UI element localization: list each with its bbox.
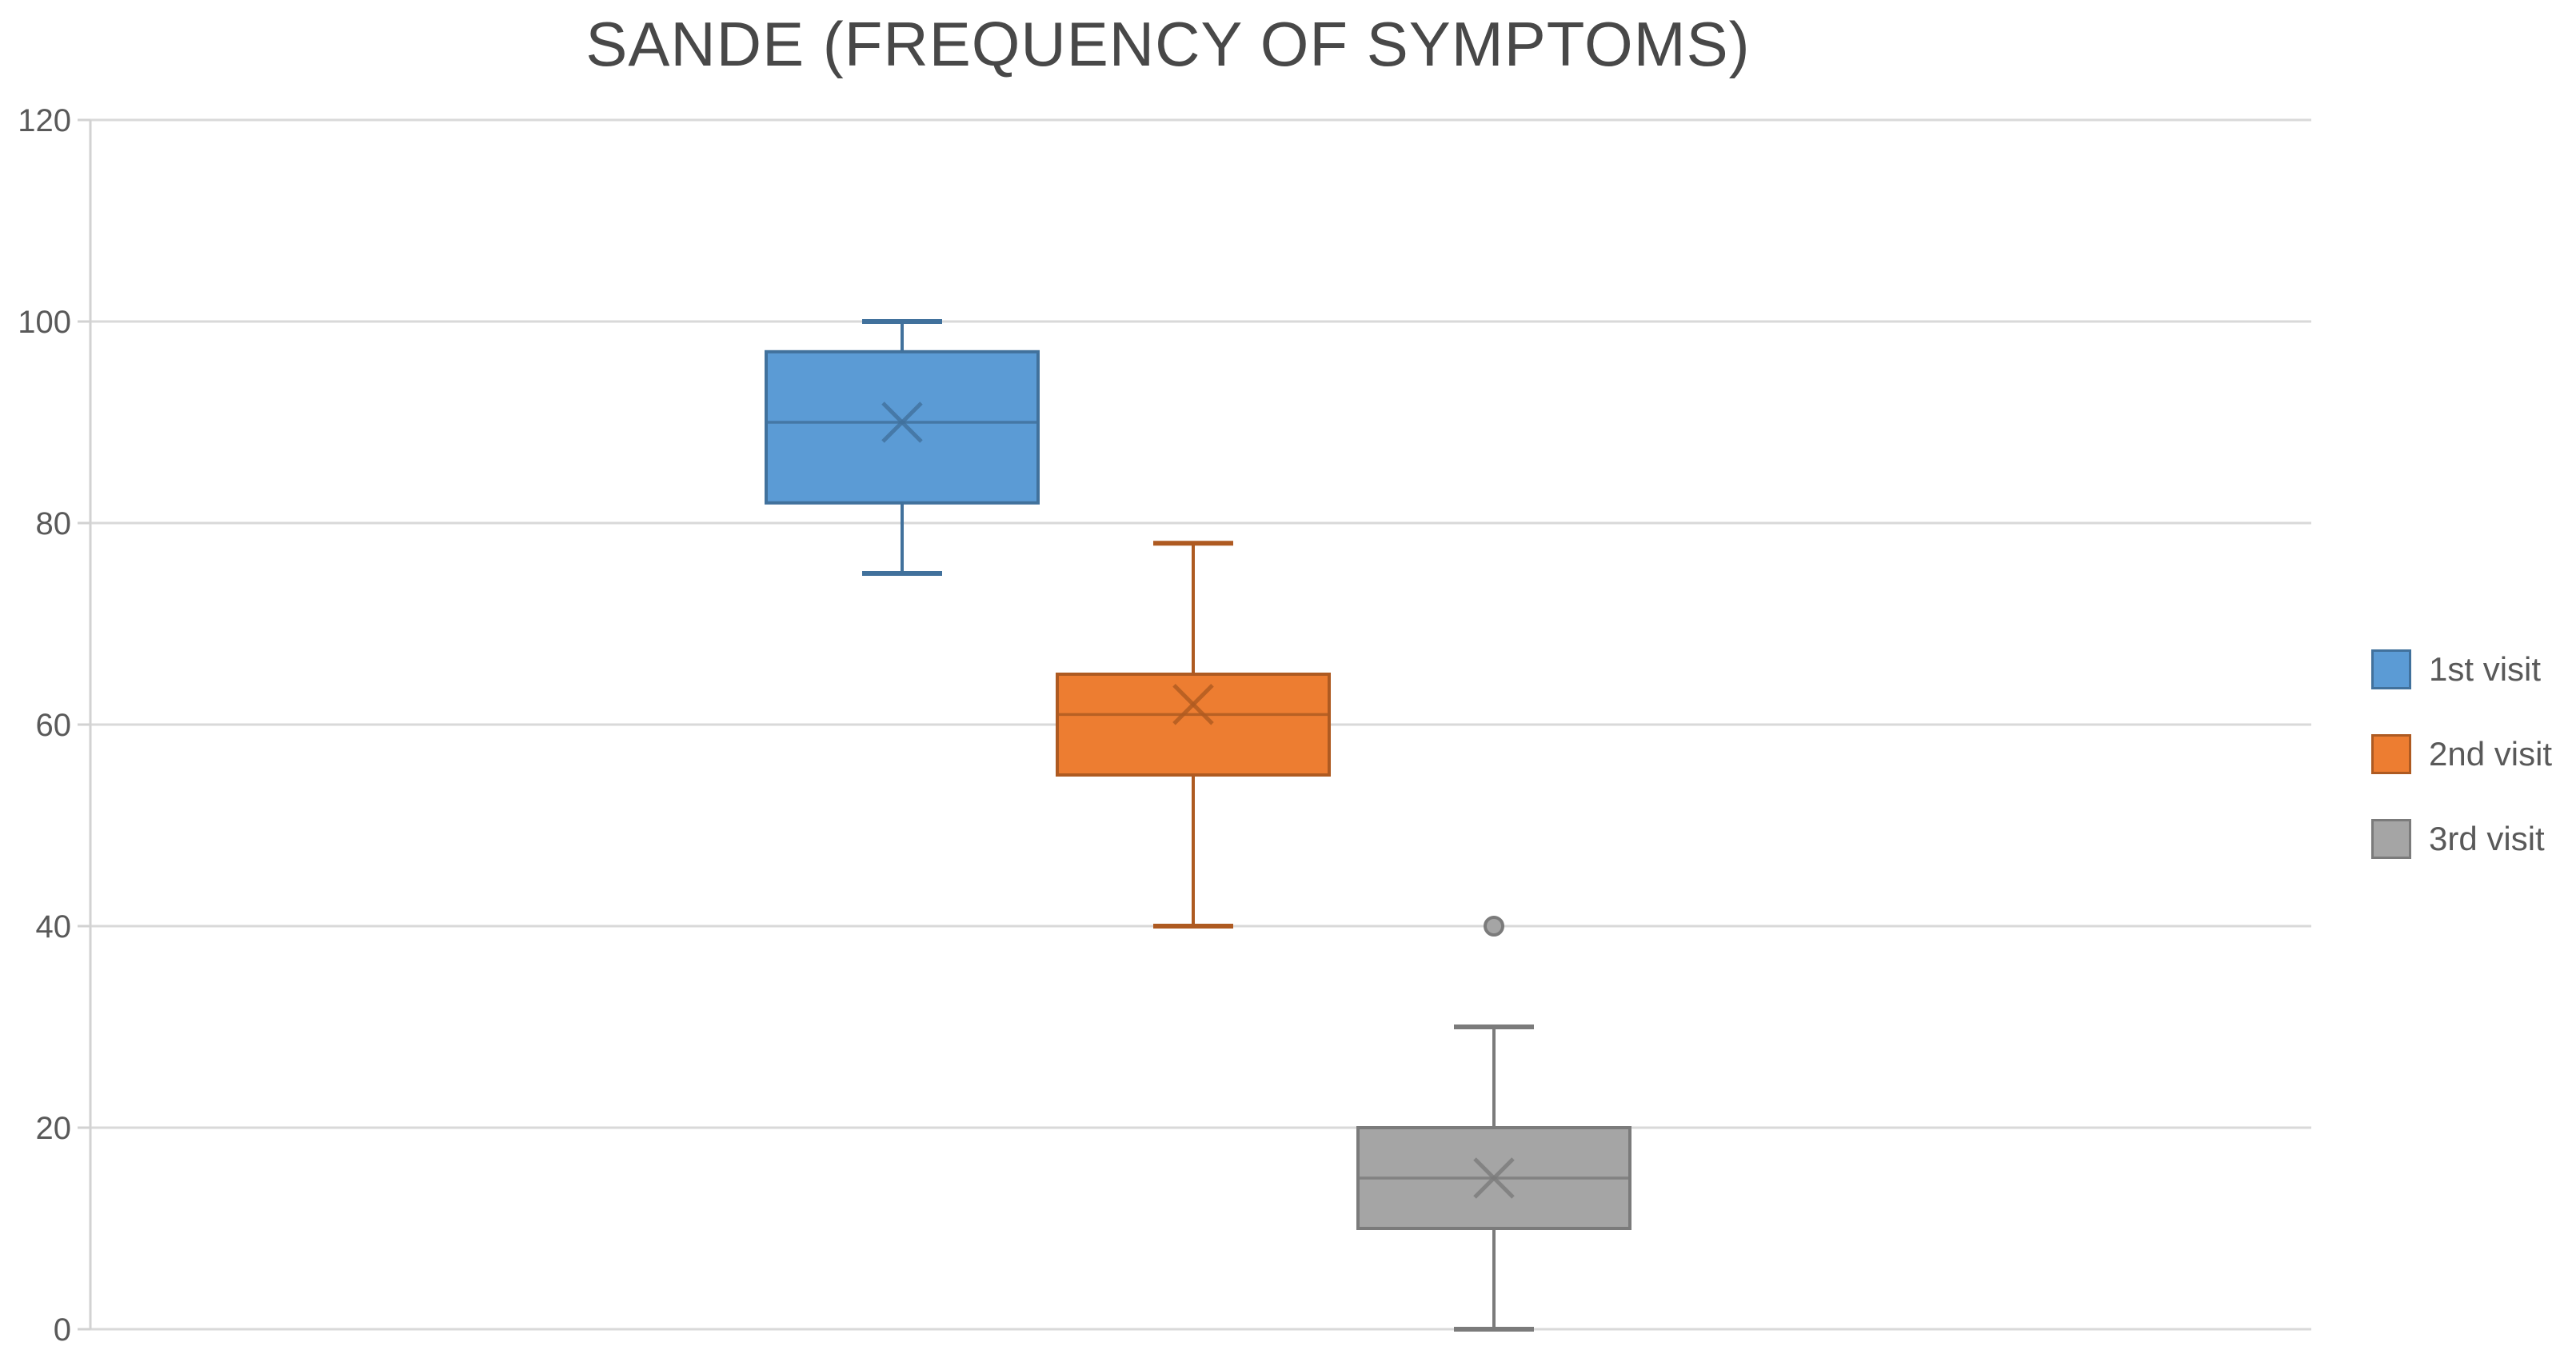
mean-marker [1473,1157,1515,1199]
legend-swatch-2nd-visit [2371,734,2411,774]
mean-marker [1172,684,1214,725]
legend-label-3rd-visit: 3rd visit [2429,820,2545,857]
y-axis-label: 100 [18,305,71,340]
y-axis-label: 0 [54,1312,71,1348]
legend-label-1st-visit: 1st visit [2429,650,2542,688]
box [765,349,1040,505]
outlier-point [1484,916,1504,937]
legend-label-2nd-visit: 2nd visit [2429,735,2553,773]
y-axis-label: 60 [36,708,72,743]
legend-item-2nd-visit: 2nd visit [2371,734,2552,774]
box [1056,673,1331,777]
legend-item-1st-visit: 1st visit [2371,649,2552,689]
y-axis-label: 20 [36,1111,72,1146]
chart-title: SANDE (FREQUENCY OF SYMPTOMS) [585,9,1751,79]
legend-item-3rd-visit: 3rd visit [2371,819,2552,859]
y-axis-label: 80 [36,506,72,541]
legend-swatch-3rd-visit [2371,819,2411,859]
y-axis-label: 40 [36,909,72,945]
legend: 1st visit 2nd visit 3rd visit [2371,649,2552,859]
mean-marker [881,401,923,443]
y-axis-label: 120 [18,103,71,138]
legend-swatch-1st-visit [2371,649,2411,689]
